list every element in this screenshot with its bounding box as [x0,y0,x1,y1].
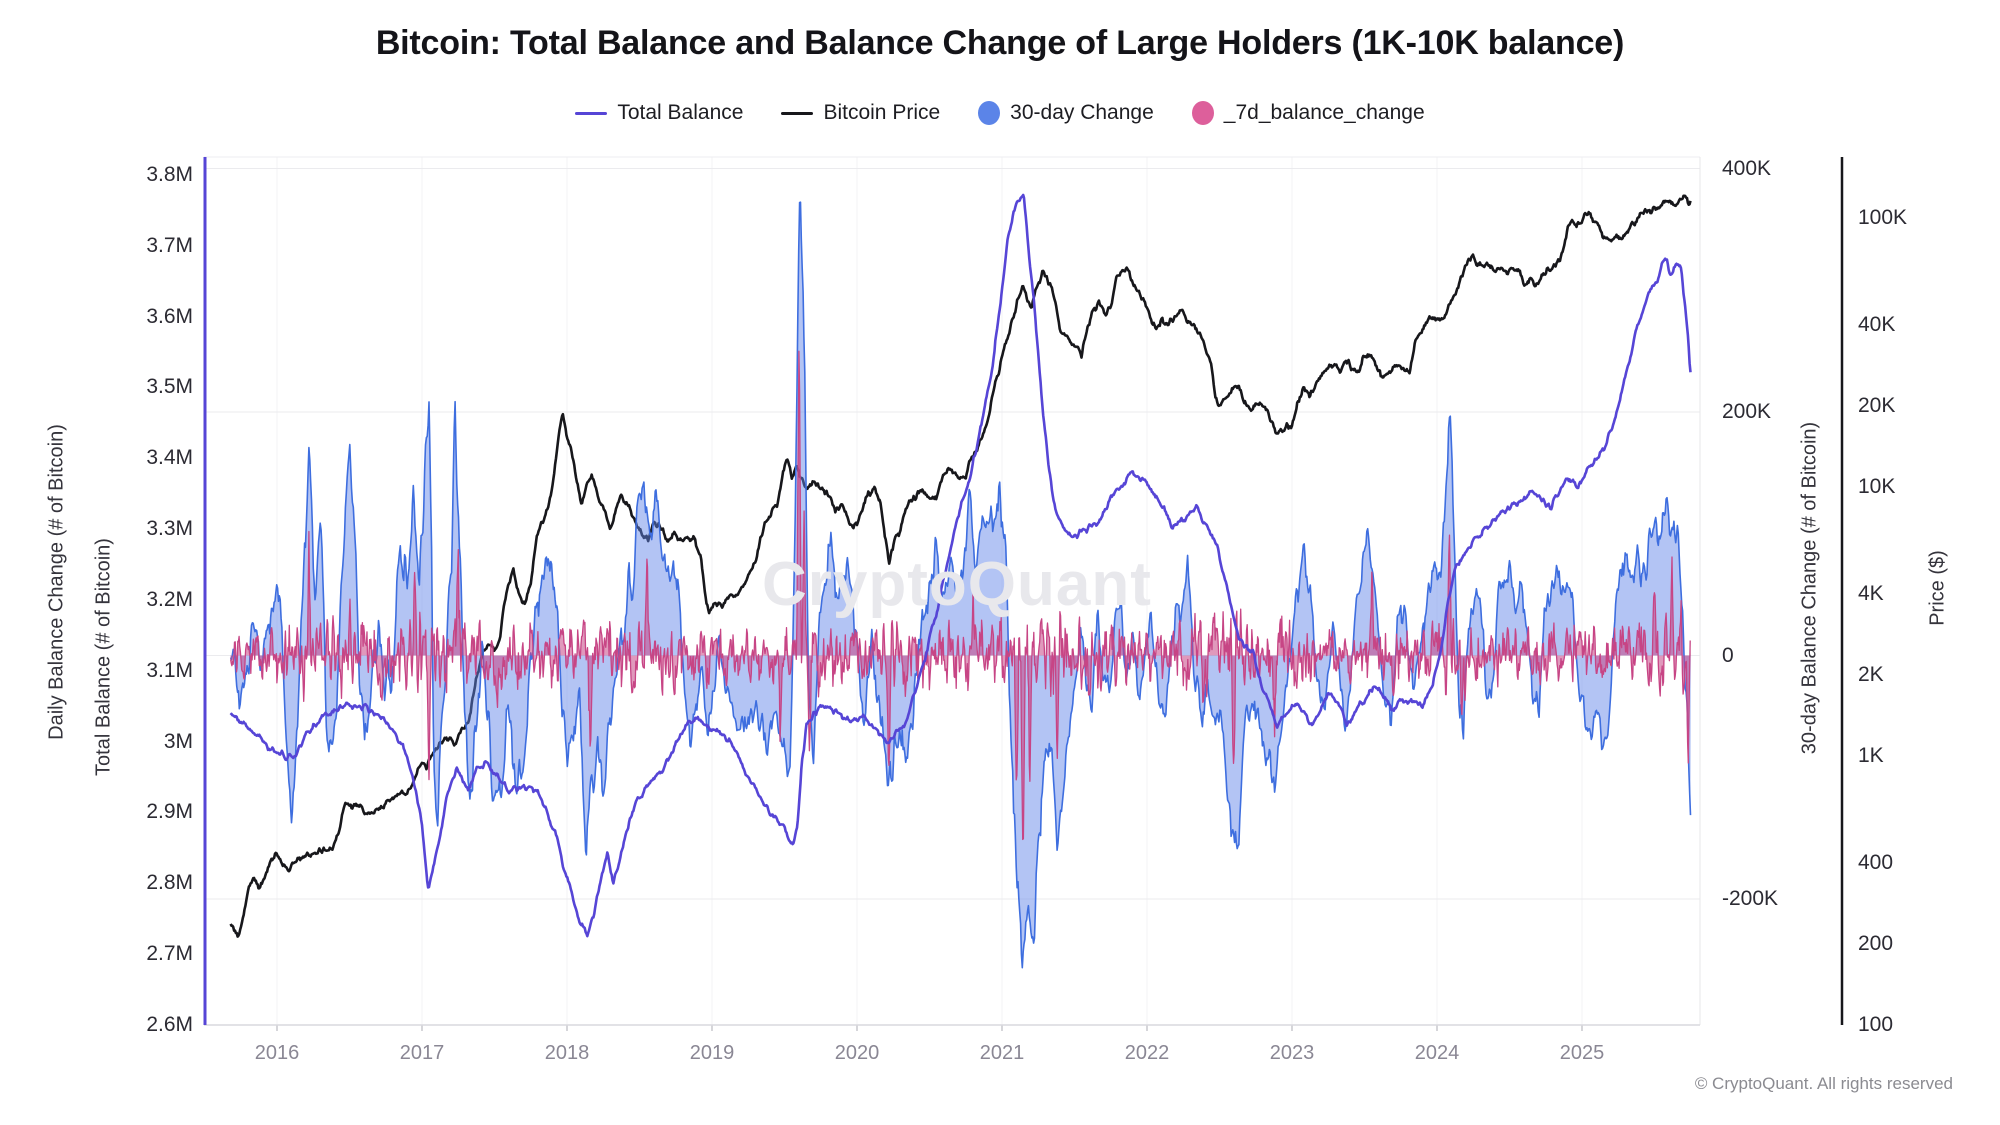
ticks-left-label: 2.7M [146,942,193,966]
total-balance-line-swatch-icon [575,111,608,115]
right-axis-title-price: Price ($) [1926,550,1949,626]
ticks-x-label: 2021 [979,1042,1025,1064]
legend-item-30day-change[interactable]: 30-day Change [978,101,1154,125]
copyright-footer: © CryptoQuant. All rights reserved [1694,1074,1953,1093]
ticks-change-label: 0 [1722,643,1734,667]
legend-item-bitcoin-price[interactable]: Bitcoin Price [781,101,940,125]
ticks-price-label: 100K [1858,206,1908,229]
ticks-x-label: 2022 [1124,1042,1170,1064]
ticks-left-label: 3.8M [146,163,193,186]
ticks-left-label: 3.2M [146,587,193,611]
ticks-x-label: 2023 [1269,1042,1315,1064]
legend-label: _7d_balance_change [1223,101,1425,124]
ticks-left-label: 3.1M [146,658,193,682]
ticks-x-label: 2024 [1414,1042,1460,1064]
ticks-price-label: 2K [1858,663,1884,687]
ticks-x-label: 2016 [254,1042,300,1064]
legend: Total Balance Bitcoin Price 30-day Chang… [0,101,2000,125]
ticks-x-label: 2025 [1559,1042,1605,1064]
page-title: Bitcoin: Total Balance and Balance Chang… [375,24,1625,62]
ticks-price-label: 1K [1858,744,1884,767]
cryptoquant-watermark: CryptoQuant [762,550,1152,619]
left-axis-title-daily-balance-change: Daily Balance Change (# of Bitcoin) [45,424,68,740]
ticks-change-label: -200K [1722,887,1779,910]
legend-label: Bitcoin Price [823,101,941,124]
legend-label: 30-day Change [1010,101,1154,124]
ticks-price-label: 400 [1858,851,1894,875]
right-axis-title-30day-balance-change: 30-day Balance Change (# of Bitcoin) [1798,421,1821,755]
ticks-x-label: 2017 [399,1042,445,1064]
ticks-price-label: 4K [1858,582,1884,606]
ticks-price-label: 200 [1858,932,1894,956]
legend-item-total-balance[interactable]: Total Balance [575,101,743,125]
ticks-left-label: 3.7M [146,233,193,257]
ticks-change-label: 200K [1722,400,1772,423]
ticks-x-label: 2020 [834,1042,880,1064]
ticks-left-label: 2.9M [146,800,193,824]
ticks-x-label: 2019 [689,1042,735,1064]
ticks-price-label: 20K [1858,394,1896,418]
ticks-left-label: 2.6M [146,1012,193,1036]
ticks-left-label: 3.3M [146,517,193,541]
ticks-left-label: 3.4M [146,446,193,470]
ticks-price-label: 10K [1858,475,1896,498]
ticks-left-label: 3.5M [146,375,193,399]
bitcoin-price-line-swatch-icon [781,111,814,115]
ticks-change-label: 400K [1722,156,1772,180]
ticks-left-label: 3.6M [146,304,193,328]
thirty-day-change-dot-icon [978,101,1001,125]
legend-item-7d-balance-change[interactable]: _7d_balance_change [1191,101,1425,125]
seven-day-change-dot-icon [1191,101,1214,125]
ticks-price-label: 100 [1858,1013,1894,1036]
legend-label: Total Balance [617,101,744,124]
ticks-left-label: 2.8M [146,871,193,895]
ticks-price-label: 40K [1858,313,1896,337]
ticks-left-label: 3M [163,729,193,753]
ticks-x-label: 2018 [544,1042,590,1064]
